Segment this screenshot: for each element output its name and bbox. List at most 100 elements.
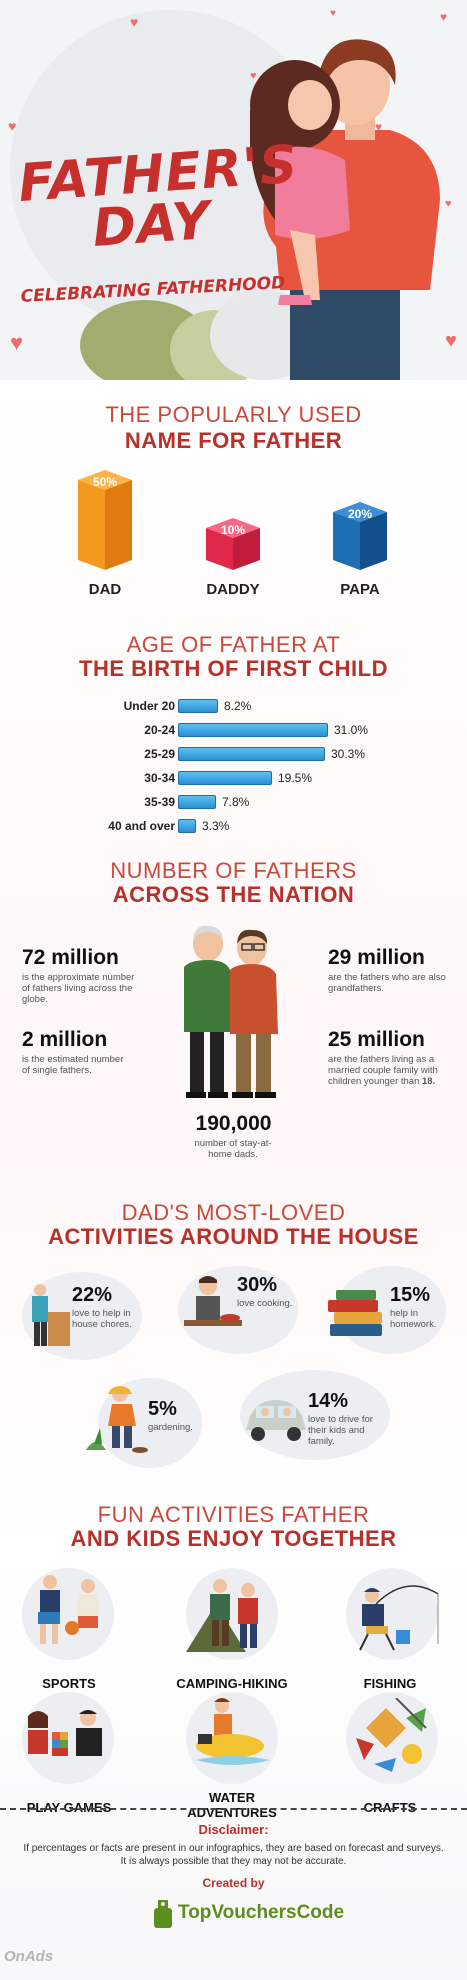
car-icon <box>246 1400 306 1441</box>
heart-icon: ♥ <box>10 330 24 355</box>
play-games-label: PLAY GAMES <box>26 1800 112 1815</box>
hero-section: ♥ ♥ ♥ ♥ ♥ ♥ ♥ ♥ ♥ <box>0 0 467 380</box>
age-row-label: Under 20 <box>123 699 175 713</box>
heart-icon: ♥ <box>330 8 336 19</box>
age-row-label: 25-29 <box>144 747 175 761</box>
activity-gardening-pct: 5% <box>148 1398 177 1420</box>
heart-icon: ♥ <box>440 10 448 24</box>
age-row-value: 8.2% <box>224 699 252 713</box>
created-by-label: Created by <box>202 1876 265 1890</box>
house-chores-icon <box>32 1284 70 1346</box>
name-item-daddy: 10% DADDY <box>198 518 268 598</box>
papa-percent: 20% <box>348 507 372 521</box>
age-row-value: 30.3% <box>331 747 366 761</box>
age-row: 25-29 30.3% <box>0 746 467 762</box>
books-icon <box>328 1290 382 1336</box>
activity-cooking-desc: love cooking. <box>237 1298 293 1309</box>
dad-percent: 50% <box>93 475 117 489</box>
water-adventures-icon <box>196 1698 270 1765</box>
stat-25-million-desc: are the fathers living as a married coup… <box>328 1054 448 1087</box>
age-row-label: 30-34 <box>144 771 175 785</box>
fun-heading-bold: AND KIDS ENJOY TOGETHER <box>70 1526 397 1551</box>
stat-25-million-desc-bold: 18. <box>422 1076 436 1087</box>
stat-2-million: 2 million <box>22 1028 108 1051</box>
activity-gardening-desc: gardening. <box>148 1422 193 1433</box>
stat-29-million-desc: are the fathers who are also grandfather… <box>328 972 446 994</box>
names-heading-bold: NAME FOR FATHER <box>124 428 343 453</box>
stat-190000: 190,000 <box>195 1112 272 1135</box>
hero-title: FATHER'S DAY <box>16 135 300 259</box>
name-item-dad: 50% DAD <box>70 470 140 598</box>
dad-label: DAD <box>88 581 122 598</box>
age-row: 40 and over 3.3% <box>0 818 467 834</box>
fishing-label: FISHING <box>363 1676 417 1691</box>
stat-190000-desc: number of stay-at-home dads. <box>194 1138 272 1160</box>
tag-logo-icon <box>154 1900 172 1928</box>
age-row-bar <box>178 723 328 737</box>
stat-72-million: 72 million <box>22 946 119 969</box>
heart-icon: ♥ <box>445 198 452 210</box>
stat-25-million-desc-text: are the fathers living as a married coup… <box>328 1054 438 1087</box>
fun-heading-light: FUN ACTIVITIES FATHER <box>97 1502 370 1527</box>
fathers-heading-light: NUMBER OF FATHERS <box>110 858 357 883</box>
papa-label: PAPA <box>340 581 380 598</box>
age-row-label: 40 and over <box>108 819 175 833</box>
activity-chores-pct: 22% <box>72 1284 113 1306</box>
disclaimer-text: If percentages or facts are present in o… <box>23 1843 444 1867</box>
camping-hiking-label: CAMPING-HIKING <box>176 1676 288 1691</box>
crafts-label: CRAFTS <box>363 1800 417 1815</box>
water-adventures-label: WATER ADVENTURES <box>157 1790 307 1820</box>
name-item-papa: 20% PAPA <box>325 502 395 598</box>
sports-bg <box>22 1568 114 1660</box>
age-row: Under 20 8.2% <box>0 698 467 714</box>
play-games-icon <box>28 1710 102 1756</box>
crafts-icon <box>356 1698 427 1772</box>
age-row: 30-34 19.5% <box>0 770 467 786</box>
watermark: OnAds <box>4 1948 54 1965</box>
footer-divider <box>0 1808 467 1810</box>
camping-hiking-icon <box>186 1579 258 1652</box>
activities-heading-bold: ACTIVITIES AROUND THE HOUSE <box>48 1224 419 1249</box>
activity-driving-desc: love to drive for their kids and family. <box>308 1414 373 1447</box>
daddy-cube-bar: 10% <box>206 518 260 570</box>
activity-homework-pct: 15% <box>390 1284 431 1306</box>
activity-driving-pct: 14% <box>308 1390 349 1412</box>
activities-heading-light: DAD'S MOST-LOVED <box>121 1200 346 1225</box>
father-daughter-illustration <box>250 39 440 380</box>
activity-homework-desc: help in homework. <box>390 1308 437 1330</box>
heart-icon: ♥ <box>250 70 257 82</box>
age-row-bar <box>178 699 218 713</box>
age-row-value: 3.3% <box>202 819 230 833</box>
age-row: 35-39 7.8% <box>0 794 467 810</box>
cooking-icon <box>184 1276 242 1326</box>
dad-cube-bar: 50% <box>78 470 132 570</box>
heart-icon: ♥ <box>8 118 17 134</box>
stat-2-million-desc: is the estimated number of single father… <box>22 1054 124 1076</box>
age-row-bar <box>178 795 216 809</box>
papa-cube-bar: 20% <box>333 502 387 570</box>
heart-icon: ♥ <box>130 14 139 30</box>
age-row-value: 7.8% <box>222 795 250 809</box>
age-row-bar <box>178 771 272 785</box>
daddy-label: DADDY <box>206 581 260 598</box>
sports-label: SPORTS <box>42 1676 96 1691</box>
stat-25-million: 25 million <box>328 1028 425 1051</box>
sports-icon <box>38 1575 98 1644</box>
age-row-value: 19.5% <box>278 771 313 785</box>
age-row-label: 35-39 <box>144 795 175 809</box>
stat-29-million: 29 million <box>328 946 425 969</box>
activity-cooking-pct: 30% <box>237 1274 278 1296</box>
gardening-icon <box>86 1386 148 1453</box>
age-row-bar <box>178 747 325 761</box>
activity-chores-desc: love to help in house chores. <box>72 1308 132 1330</box>
heart-icon: ♥ <box>445 330 457 352</box>
age-row-label: 20-24 <box>144 723 175 737</box>
stat-72-million-desc: is the approximate number of fathers liv… <box>22 972 135 1005</box>
two-fathers-illustration <box>184 925 278 1098</box>
age-row: 20-24 31.0% <box>0 722 467 738</box>
fathers-heading-bold: ACROSS THE NATION <box>112 882 355 907</box>
brand-logo-text[interactable]: TopVouchersCode <box>178 1902 345 1923</box>
age-row-value: 31.0% <box>334 723 369 737</box>
daddy-percent: 10% <box>221 523 245 537</box>
